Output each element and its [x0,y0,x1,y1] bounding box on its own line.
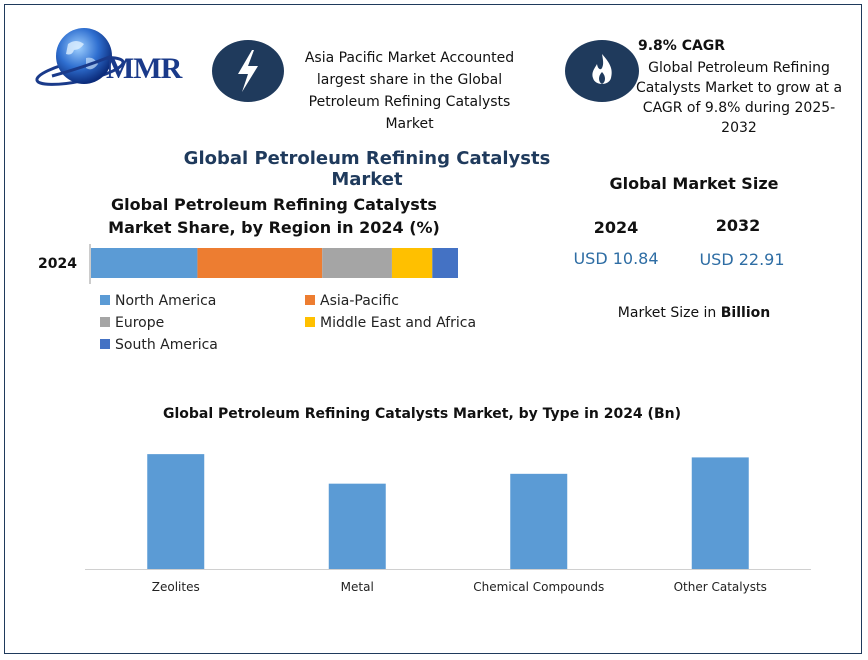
page-title: Global Petroleum Refining Catalysts Mark… [183,148,551,190]
region-legend: North America Asia-Pacific Europe Middle Ea… [100,293,520,363]
type-bar-3 [691,457,749,569]
infographic-frame [4,4,862,654]
year-2032: 2032 [715,216,761,235]
type-tick-label: Metal [340,580,374,594]
legend-label: Middle East and Africa [320,315,477,331]
legend-item: Asia-Pacific [305,293,399,309]
legend-item: North America [100,293,216,309]
lightning-icon [212,40,284,102]
year-2024: 2024 [593,218,639,237]
legend-swatch [100,295,110,305]
legend-swatch [305,295,315,305]
type-tick-label: Other Catalysts [673,580,767,594]
legend-swatch [100,317,110,327]
logo-text: MMR [106,52,182,85]
flame-icon [565,40,639,102]
cagr-heading: 9.8% CAGR [638,38,726,54]
market-size-note-unit: Billion [720,305,771,321]
region-bar-segment-0 [91,248,198,278]
mmr-logo: MMR [34,24,194,94]
legend-item: Europe [100,315,164,331]
region-chart-title: Global Petroleum Refining Catalysts Mark… [108,195,440,237]
region-stacked-bar-chart [89,244,458,284]
type-tick-labels: Zeolites Metal Chemical Compounds Other Cat… [80,580,840,600]
legend-label: South America [115,337,218,353]
value-2024: USD 10.84 [573,249,659,268]
legend-swatch [305,317,315,327]
type-bar-0 [147,454,205,569]
type-bar-2 [510,473,568,569]
legend-item: Middle East and Africa [305,315,476,331]
legend-label: Asia-Pacific [320,293,399,309]
market-size-note: Market Size in Billion [594,305,794,321]
market-size-note-prefix: Market Size in [617,305,721,321]
region-bar-segment-3 [391,248,433,278]
legend-item: South America [100,337,218,353]
value-2032: USD 22.91 [699,250,785,269]
globe-icon [35,28,125,86]
market-size-title: Global Market Size [609,174,779,193]
region-chart-category: 2024 [38,256,77,272]
type-bar-chart [85,454,811,570]
info-asia-pacific: Asia Pacific Market Accounted largest sh… [304,50,515,132]
legend-swatch [100,339,110,349]
region-bar-segment-1 [197,248,323,278]
legend-label: North America [115,293,217,309]
type-tick-label: Chemical Compounds [473,580,605,594]
region-bar-segment-2 [322,248,392,278]
region-bar-segment-4 [432,248,458,278]
type-tick-label: Zeolites [151,580,200,594]
type-chart-title: Global Petroleum Refining Catalysts Mark… [163,406,681,422]
info-cagr: Global Petroleum Refining Catalysts Mark… [635,60,843,136]
legend-label: Europe [115,315,165,331]
type-bar-1 [328,483,386,569]
